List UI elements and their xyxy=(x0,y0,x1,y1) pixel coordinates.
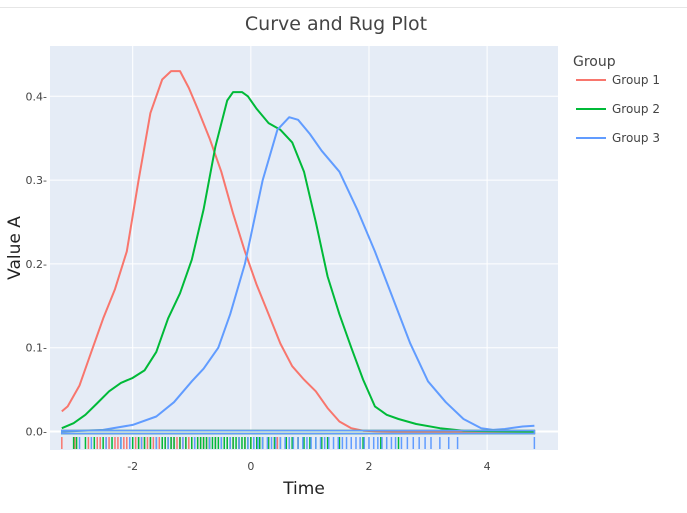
legend-label: Group 1 xyxy=(612,73,660,87)
y-axis-title: Value A xyxy=(5,216,25,280)
rug-marks xyxy=(61,437,536,449)
legend-item-group-1[interactable]: Group 1 xyxy=(576,73,660,87)
curve-group-3 xyxy=(61,116,535,433)
legend-item-group-3[interactable]: Group 3 xyxy=(576,131,660,145)
curve-group-2 xyxy=(61,91,535,433)
x-tick-label: -2 xyxy=(127,460,138,473)
baseline-strip xyxy=(61,429,536,435)
y-tick-label: 0.3- xyxy=(26,174,47,187)
legend[interactable]: Group Group 1 Group 2 Group 3 xyxy=(573,54,660,145)
chart-title: Curve and Rug Plot xyxy=(245,13,427,35)
y-tick-label: 0.1- xyxy=(26,342,47,355)
y-tick-label: 0.2- xyxy=(26,258,47,271)
top-border xyxy=(0,0,687,8)
legend-title: Group xyxy=(573,54,616,70)
x-tick-label: 2 xyxy=(365,460,372,473)
y-tick-label: 0.0- xyxy=(26,426,47,439)
x-axis-title: Time xyxy=(282,479,325,499)
x-tick-label: 4 xyxy=(484,460,491,473)
plot-background xyxy=(50,46,558,450)
legend-label: Group 3 xyxy=(612,131,660,145)
y-tick-labels: 0.0- 0.1- 0.2- 0.3- 0.4- xyxy=(26,90,47,438)
legend-item-group-2[interactable]: Group 2 xyxy=(576,102,660,116)
baseline-group-3 xyxy=(61,429,536,435)
legend-label: Group 2 xyxy=(612,102,660,116)
x-tick-label: 0 xyxy=(247,460,254,473)
y-tick-label: 0.4- xyxy=(26,90,47,103)
x-tick-labels: -2 0 2 4 xyxy=(127,460,490,473)
